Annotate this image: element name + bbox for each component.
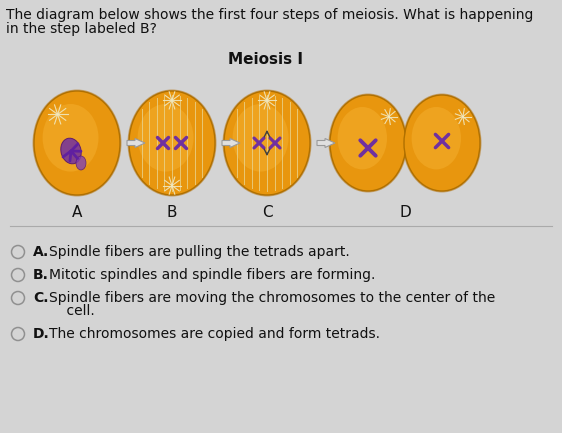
Text: The diagram below shows the first four steps of meiosis. What is happening: The diagram below shows the first four s… xyxy=(6,8,533,22)
Ellipse shape xyxy=(338,107,387,169)
Ellipse shape xyxy=(129,91,215,195)
Ellipse shape xyxy=(138,104,193,171)
Text: B.: B. xyxy=(33,268,49,282)
FancyArrow shape xyxy=(222,139,240,148)
Text: A.: A. xyxy=(33,245,49,259)
Ellipse shape xyxy=(402,94,482,193)
Text: D.: D. xyxy=(33,327,50,341)
Ellipse shape xyxy=(43,104,98,171)
Ellipse shape xyxy=(61,138,81,164)
Ellipse shape xyxy=(224,91,310,195)
Text: B: B xyxy=(167,205,177,220)
Ellipse shape xyxy=(223,90,311,197)
Ellipse shape xyxy=(33,90,121,197)
Ellipse shape xyxy=(411,107,461,169)
Text: cell.: cell. xyxy=(49,304,95,318)
Text: Mitotic spindles and spindle fibers are forming.: Mitotic spindles and spindle fibers are … xyxy=(49,268,375,282)
Ellipse shape xyxy=(330,95,406,191)
Ellipse shape xyxy=(404,95,480,191)
Text: in the step labeled B?: in the step labeled B? xyxy=(6,22,157,36)
Text: D: D xyxy=(399,205,411,220)
Text: C.: C. xyxy=(33,291,48,305)
Ellipse shape xyxy=(76,156,86,170)
Ellipse shape xyxy=(34,91,120,195)
Text: Spindle fibers are pulling the tetrads apart.: Spindle fibers are pulling the tetrads a… xyxy=(49,245,350,259)
Text: The chromosomes are copied and form tetrads.: The chromosomes are copied and form tetr… xyxy=(49,327,380,341)
Text: C: C xyxy=(262,205,273,220)
Ellipse shape xyxy=(233,104,288,171)
Text: Meiosis I: Meiosis I xyxy=(228,52,302,67)
FancyArrow shape xyxy=(317,139,335,148)
FancyArrow shape xyxy=(127,139,145,148)
Text: A: A xyxy=(72,205,82,220)
Ellipse shape xyxy=(128,90,216,197)
Text: Spindle fibers are moving the chromosomes to the center of the: Spindle fibers are moving the chromosome… xyxy=(49,291,495,305)
Ellipse shape xyxy=(329,94,407,193)
